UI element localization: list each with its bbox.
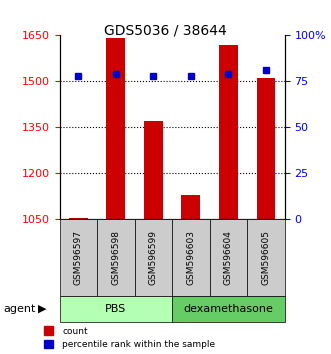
Text: dexamethasone: dexamethasone: [183, 304, 273, 314]
Bar: [144, 121, 163, 219]
Bar: [257, 78, 275, 219]
Legend: count, percentile rank within the sample: count, percentile rank within the sample: [44, 327, 215, 349]
Text: agent: agent: [3, 304, 36, 314]
Text: GSM596599: GSM596599: [149, 230, 158, 285]
Text: GSM596603: GSM596603: [186, 230, 195, 285]
Text: PBS: PBS: [105, 304, 126, 314]
Bar: [69, 218, 88, 219]
Bar: [181, 195, 200, 219]
Text: GSM596605: GSM596605: [261, 230, 270, 285]
Text: GDS5036 / 38644: GDS5036 / 38644: [104, 23, 227, 37]
Text: ▶: ▶: [38, 304, 47, 314]
Text: GSM596598: GSM596598: [111, 230, 120, 285]
Bar: [107, 39, 125, 219]
Text: GSM596604: GSM596604: [224, 230, 233, 285]
Text: GSM596597: GSM596597: [74, 230, 83, 285]
Bar: [219, 45, 238, 219]
